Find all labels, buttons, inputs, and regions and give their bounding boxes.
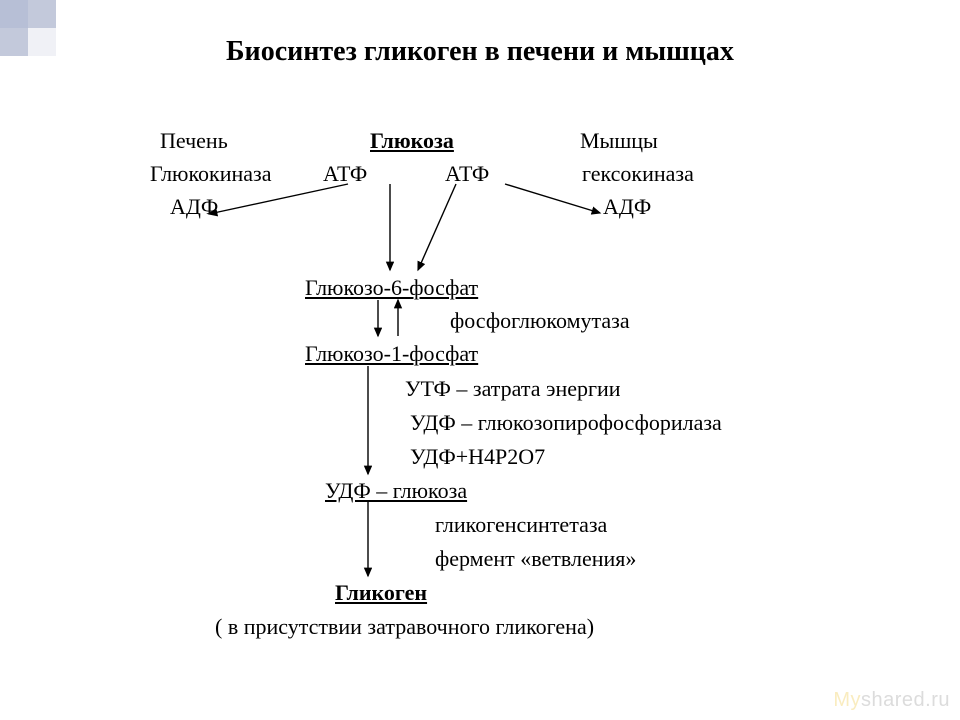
label-glucokinase: Глюкокиназа	[150, 161, 272, 187]
label-hexokinase: гексокиназа	[582, 161, 694, 187]
label-g6p: Глюкозо-6-фосфат	[305, 275, 478, 301]
label-g1p: Глюкозо-1-фосфат	[305, 341, 478, 367]
arrows-layer	[0, 0, 960, 720]
label-muscles: Мышцы	[580, 128, 658, 154]
label-glycogen-synthase: гликогенсинтетаза	[435, 512, 607, 538]
watermark-shared: shared	[861, 689, 925, 711]
watermark-my: My	[833, 689, 861, 711]
label-glycogen: Гликоген	[335, 580, 427, 606]
label-primer-note: ( в присутствии затравочного гликогена)	[215, 614, 594, 640]
page-title: Биосинтез гликоген в печени и мышцах	[0, 36, 960, 68]
label-udp-enzyme: УДФ – глюкозопирофосфорилаза	[410, 410, 722, 436]
label-adp-right: АДФ	[603, 194, 651, 220]
label-phosphoglucomutase: фосфоглюкомутаза	[450, 308, 630, 334]
watermark: Myshared.ru	[833, 689, 950, 712]
label-udp-h4p2o7: УДФ+Н4Р2О7	[410, 444, 545, 470]
label-atp-right: АТФ	[445, 161, 489, 187]
watermark-ru: .ru	[925, 689, 950, 711]
label-branching-enzyme: фермент «ветвления»	[435, 546, 636, 572]
corner-square	[0, 0, 28, 28]
label-adp-left: АДФ	[170, 194, 218, 220]
label-udp-glucose: УДФ – глюкоза	[325, 478, 467, 504]
label-liver: Печень	[160, 128, 228, 154]
label-atp-left: АТФ	[323, 161, 367, 187]
label-utp: УТФ – затрата энергии	[405, 376, 621, 402]
corner-square	[28, 0, 56, 28]
label-glucose: Глюкоза	[370, 128, 458, 154]
